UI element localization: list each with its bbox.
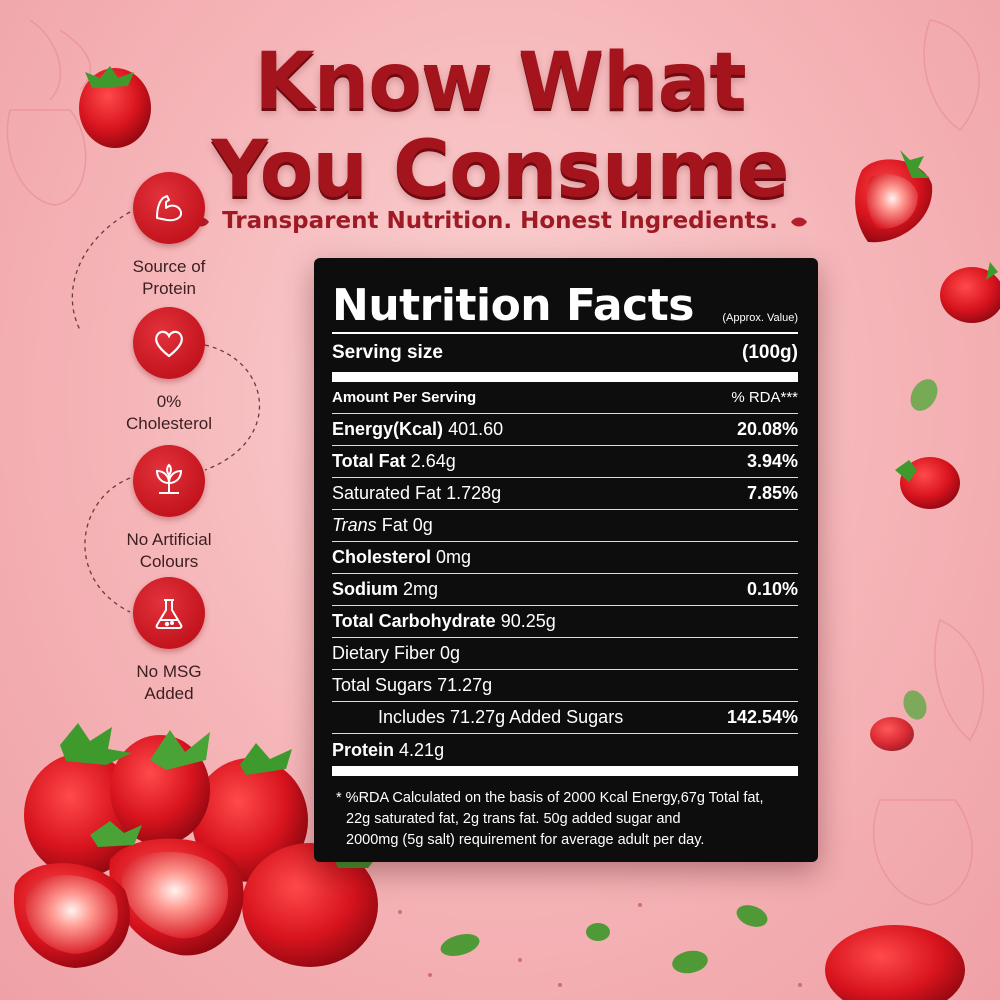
feature-no-artificial-colours: No Artificial Colours bbox=[94, 445, 244, 573]
thick-divider bbox=[332, 372, 798, 382]
flask-icon bbox=[150, 594, 188, 632]
heart-icon bbox=[150, 324, 188, 362]
nutrient-row-sodium: Sodium 2mg 0.10% bbox=[332, 574, 798, 606]
nutrient-row-dietary-fiber: Dietary Fiber 0g bbox=[332, 638, 798, 670]
nutrient-row-protein: Protein 4.21g bbox=[332, 734, 798, 766]
feature-label: 0% Cholesterol bbox=[94, 391, 244, 435]
nutrient-row-total-carbohydrate: Total Carbohydrate 90.25g bbox=[332, 606, 798, 638]
muscle-arm-icon bbox=[149, 188, 189, 228]
headline-line-1: Know What bbox=[0, 38, 1000, 126]
feature-label: No MSG Added bbox=[94, 661, 244, 705]
nutrient-row-total-sugars: Total Sugars 71.27g bbox=[332, 670, 798, 702]
rda-value: 20.08% bbox=[737, 419, 798, 440]
feature-label: No Artificial Colours bbox=[94, 529, 244, 573]
nutrient-row-trans-fat: Trans Fat 0g bbox=[332, 510, 798, 542]
amount-label: Amount Per Serving bbox=[332, 389, 476, 406]
serving-size-row: Serving size (100g) bbox=[332, 334, 798, 372]
thick-divider bbox=[332, 766, 798, 776]
rda-footnote: * %RDA Calculated on the basis of 2000 K… bbox=[332, 788, 798, 851]
feature-zero-cholesterol: 0% Cholesterol bbox=[94, 307, 244, 435]
feature-source-of-protein: Source of Protein bbox=[94, 172, 244, 300]
approx-note: (Approx. Value) bbox=[722, 312, 798, 324]
rda-value: 0.10% bbox=[747, 579, 798, 600]
amount-per-serving-row: Amount Per Serving % RDA*** bbox=[332, 382, 798, 414]
panel-title: Nutrition Facts bbox=[332, 284, 694, 328]
feature-badge bbox=[133, 577, 205, 649]
feature-badge bbox=[133, 445, 205, 517]
nutrient-row-energy: Energy(Kcal) 401.60 20.08% bbox=[332, 414, 798, 446]
feature-no-msg-added: No MSG Added bbox=[94, 577, 244, 705]
nutrient-row-saturated-fat: Saturated Fat 1.728g 7.85% bbox=[332, 478, 798, 510]
tagline-text: Transparent Nutrition. Honest Ingredient… bbox=[222, 208, 778, 234]
nutrient-row-total-fat: Total Fat 2.64g 3.94% bbox=[332, 446, 798, 478]
serving-size-value: (100g) bbox=[742, 342, 798, 364]
rda-value: 142.54% bbox=[727, 707, 798, 728]
feature-label: Source of Protein bbox=[94, 256, 244, 300]
leaf-plant-icon bbox=[149, 461, 189, 501]
nutrition-facts-panel: Nutrition Facts (Approx. Value) Serving … bbox=[314, 258, 818, 862]
rda-label: % RDA*** bbox=[731, 389, 798, 406]
feature-badge bbox=[133, 172, 205, 244]
leaf-right-icon bbox=[790, 216, 808, 228]
nutrient-row-cholesterol: Cholesterol 0mg bbox=[332, 542, 798, 574]
panel-header: Nutrition Facts (Approx. Value) bbox=[332, 276, 798, 328]
nutrient-row-added-sugars: Includes 71.27g Added Sugars 142.54% bbox=[332, 702, 798, 734]
rda-value: 3.94% bbox=[747, 451, 798, 472]
serving-size-label: Serving size bbox=[332, 342, 443, 364]
feature-badge bbox=[133, 307, 205, 379]
rda-value: 7.85% bbox=[747, 483, 798, 504]
